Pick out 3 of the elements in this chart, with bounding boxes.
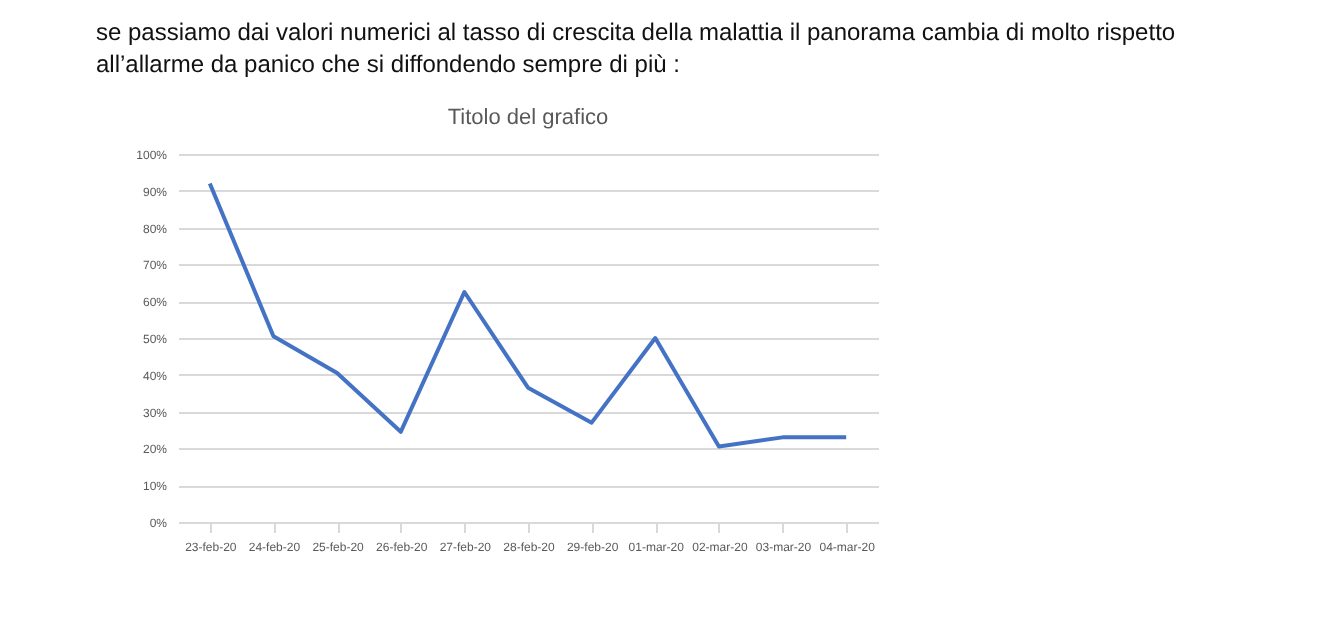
chart-title: Titolo del grafico — [447, 106, 609, 130]
line-series — [207, 181, 849, 449]
text: se passiamo dai valori numerici al tasso di crescita della malattia il panorama cambia di molto rispetto all’allarme da panico che si diffondendo sempre di più : — [96, 16, 1176, 80]
